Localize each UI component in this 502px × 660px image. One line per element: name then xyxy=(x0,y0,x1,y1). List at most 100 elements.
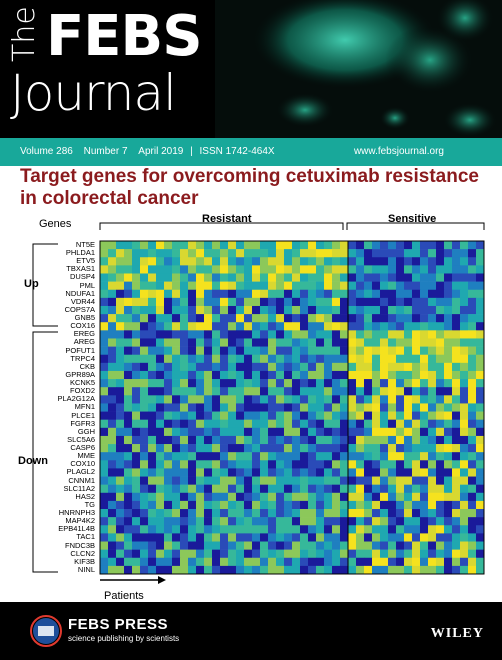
heatmap-cell xyxy=(460,354,469,364)
heatmap-cell xyxy=(260,362,269,372)
heatmap-cell xyxy=(420,484,429,494)
heatmap-cell xyxy=(228,492,237,502)
heatmap-cell xyxy=(468,281,477,291)
heatmap-cell xyxy=(140,265,149,274)
heatmap-cell xyxy=(156,468,165,477)
febs-press-logo-icon xyxy=(30,615,62,647)
heatmap-cell xyxy=(444,241,453,250)
heatmap-cell xyxy=(460,338,469,347)
heatmap-cell xyxy=(340,484,349,494)
heatmap-cell xyxy=(420,427,429,437)
heatmap-cell xyxy=(324,346,333,356)
heatmap-cell xyxy=(460,419,469,429)
heatmap-cell xyxy=(116,541,125,550)
heatmap-cell xyxy=(404,338,413,347)
heatmap-cell xyxy=(116,492,125,502)
heatmap-cell xyxy=(276,257,285,266)
heatmap-cell xyxy=(420,525,429,534)
heatmap-cell xyxy=(148,289,157,299)
heatmap-cell xyxy=(380,403,389,412)
heatmap-cell xyxy=(428,338,437,347)
gene-label: NDUFA1 xyxy=(65,288,95,298)
heatmap-cell xyxy=(260,565,269,575)
heatmap-cell xyxy=(348,257,357,266)
heatmap-cell xyxy=(348,330,357,339)
heatmap-cell xyxy=(300,330,309,339)
gene-label: CNNM1 xyxy=(68,475,95,485)
heatmap-cell xyxy=(348,370,357,380)
website-link[interactable]: www.febsjournal.org xyxy=(353,146,444,157)
heatmap-cell xyxy=(348,541,357,550)
heatmap-cell xyxy=(172,557,181,567)
heatmap-cell xyxy=(260,517,269,526)
heatmap-cell xyxy=(308,265,317,274)
heatmap-cell xyxy=(140,362,149,372)
heatmap-cell xyxy=(164,273,173,282)
heatmap-cell xyxy=(428,549,437,559)
heatmap-cell xyxy=(236,354,245,364)
heatmap-cell xyxy=(308,435,317,445)
heatmap-cell xyxy=(460,517,469,526)
heatmap-cell xyxy=(476,330,485,339)
heatmap-cell xyxy=(100,492,109,502)
heatmap-cell xyxy=(236,322,245,331)
heatmap-cell xyxy=(252,249,261,258)
heatmap-cell xyxy=(300,289,309,299)
heatmap-cell xyxy=(236,557,245,567)
heatmap-cell xyxy=(380,468,389,477)
heatmap-cell xyxy=(388,403,397,412)
heatmap-cell xyxy=(196,517,205,526)
heatmap-cell xyxy=(436,500,445,510)
heatmap-cell xyxy=(316,395,325,404)
heatmap-cell xyxy=(284,452,293,461)
heatmap-cell xyxy=(388,281,397,291)
heatmap-cell xyxy=(428,476,437,485)
heatmap-cell xyxy=(292,411,301,420)
heatmap-cell xyxy=(140,241,149,250)
heatmap-cell xyxy=(364,468,373,477)
heatmap-cell xyxy=(188,427,197,437)
heatmap-cell xyxy=(468,533,477,542)
heatmap-cell xyxy=(244,297,253,307)
heatmap-cell xyxy=(172,370,181,380)
gene-label: TRPC4 xyxy=(70,353,95,363)
heatmap-cell xyxy=(220,281,229,291)
heatmap-cell xyxy=(228,509,237,518)
heatmap-cell xyxy=(204,500,213,510)
heatmap-cell xyxy=(340,273,349,282)
heatmap-cell xyxy=(396,557,405,567)
heatmap-cell xyxy=(372,500,381,510)
heatmap-cell xyxy=(396,395,405,404)
heatmap-cell xyxy=(324,419,333,429)
heatmap-cell xyxy=(228,314,237,323)
heatmap-cell xyxy=(212,460,221,469)
heatmap-cell xyxy=(132,395,141,404)
heatmap-cell xyxy=(148,379,157,388)
heatmap-cell xyxy=(292,452,301,461)
heatmap-cell xyxy=(284,403,293,412)
heatmap-cell xyxy=(292,500,301,510)
heatmap-cell xyxy=(244,468,253,477)
down-bracket xyxy=(32,331,58,573)
heatmap-cell xyxy=(388,444,397,453)
heatmap-cell xyxy=(268,241,277,250)
heatmap-cell xyxy=(244,330,253,339)
heatmap-cell xyxy=(404,362,413,372)
heatmap-cell xyxy=(316,533,325,542)
heatmap-cell xyxy=(268,395,277,404)
heatmap-cell xyxy=(212,305,221,315)
heatmap-cell xyxy=(100,419,109,429)
heatmap-cell xyxy=(180,468,189,477)
heatmap-cell xyxy=(116,281,125,291)
heatmap-cell xyxy=(236,525,245,534)
heatmap-cell xyxy=(236,370,245,380)
heatmap-cell xyxy=(356,484,365,494)
heatmap-cell xyxy=(372,565,381,575)
heatmap-cell xyxy=(268,379,277,388)
heatmap-cell xyxy=(188,297,197,307)
heatmap-cell xyxy=(380,289,389,299)
heatmap-cell xyxy=(260,289,269,299)
heatmap-cell xyxy=(140,370,149,380)
heatmap-cell xyxy=(244,541,253,550)
heatmap-cell xyxy=(276,249,285,258)
